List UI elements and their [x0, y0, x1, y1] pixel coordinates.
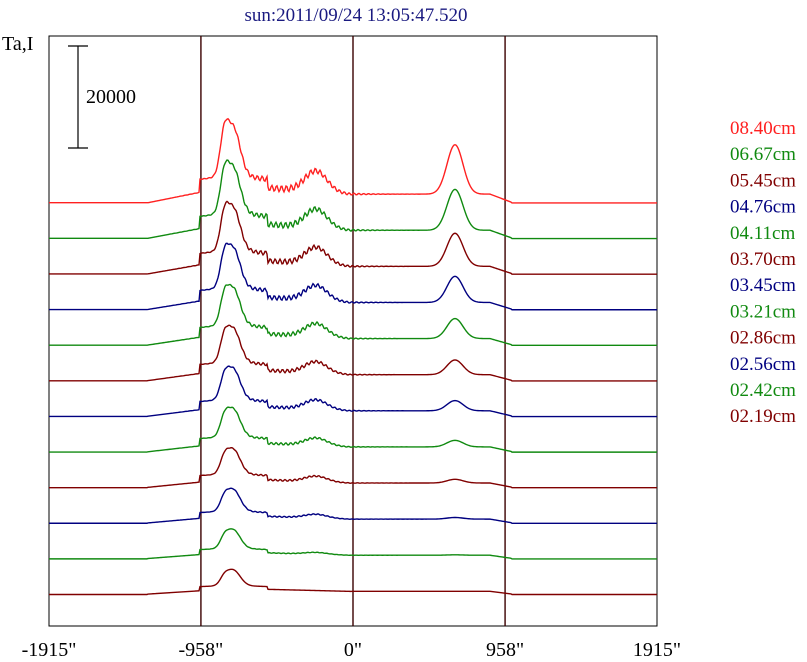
legend-entry: 03.21cm [730, 301, 796, 322]
series-line-03.70cm [49, 324, 657, 382]
limb-guide-lines [200, 36, 506, 626]
legend-entry: 02.86cm [730, 328, 796, 349]
x-axis-tick-labels: -1915" -958" 0" 958" 1915" [22, 639, 682, 661]
y-axis-label: Ta,I [2, 33, 33, 55]
series-line-02.19cm [49, 568, 657, 596]
scale-bar-label: 20000 [86, 86, 136, 108]
series-line-04.11cm [49, 283, 657, 347]
series-line-04.76cm [49, 242, 657, 311]
series-line-02.86cm [49, 447, 657, 489]
series-lines [49, 117, 657, 596]
x-tick-label: -1915" [22, 639, 77, 661]
x-tick-label: 0" [344, 639, 362, 661]
legend: 08.40cm 06.67cm 05.45cm 04.76cm 04.11cm 03.70… [730, 118, 796, 427]
series-line-03.45cm [49, 365, 657, 418]
series-line-08.40cm [49, 117, 657, 204]
legend-entry: 02.19cm [730, 406, 796, 427]
series-line-05.45cm [49, 200, 657, 275]
series-line-02.56cm [49, 487, 657, 525]
x-tick-label: 958" [486, 639, 524, 661]
legend-entry: 04.76cm [730, 197, 796, 218]
legend-entry: 02.56cm [730, 354, 796, 375]
chart-title: sun:2011/09/24 13:05:47.520 [244, 5, 467, 26]
legend-entry: 03.45cm [730, 275, 796, 296]
legend-entry: 02.42cm [730, 380, 796, 401]
legend-entry: 06.67cm [730, 144, 796, 165]
legend-entry: 04.11cm [730, 223, 795, 244]
x-tick-label: 1915" [633, 639, 681, 661]
intensity-scale-bar: 20000 [68, 45, 136, 149]
series-line-02.42cm [49, 528, 657, 560]
legend-entry: 05.45cm [730, 170, 796, 191]
legend-entry: 08.40cm [730, 118, 796, 139]
legend-entry: 03.70cm [730, 249, 796, 270]
series-line-03.21cm [49, 406, 657, 453]
x-tick-label: -958" [179, 639, 224, 661]
series-line-06.67cm [49, 159, 657, 240]
